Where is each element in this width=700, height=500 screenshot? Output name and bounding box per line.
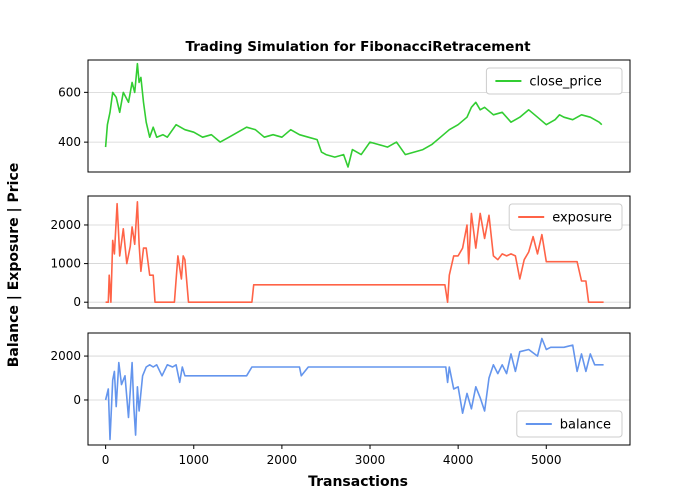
series-line-close_price (104, 62, 603, 168)
x-tick-label: 1000 (178, 453, 209, 467)
y-tick-label: 2000 (50, 218, 81, 232)
chart-title: Trading Simulation for FibonacciRetracem… (185, 39, 531, 55)
y-tick-label: 0 (73, 295, 81, 309)
y-tick-label: 600 (58, 85, 81, 99)
legend-box (508, 203, 623, 231)
y-tick-label: 1000 (50, 257, 81, 271)
plot-frame (87, 195, 631, 309)
y-tick-label: 0 (73, 393, 81, 407)
legend: close_price (485, 67, 623, 95)
chart-panels: 400 600 close_price 0 1000 2000 exposure 0 2000 b… (50, 59, 631, 467)
legend-label: close_price (529, 75, 601, 90)
x-tick-label: 5000 (531, 453, 562, 467)
legend: balance (516, 410, 623, 438)
y-tick-label: 2000 (50, 349, 81, 363)
series-line-balance (104, 337, 604, 441)
panel-exposure: 0 1000 2000 exposure (50, 195, 631, 309)
x-tick-label: 3000 (355, 453, 386, 467)
x-tick-label: 0 (102, 453, 110, 467)
legend-box (516, 410, 623, 438)
legend-label: balance (560, 418, 611, 433)
legend-label: exposure (552, 211, 612, 226)
series-line-exposure (105, 201, 604, 304)
legend: exposure (508, 203, 623, 231)
y-tick-label: 400 (58, 135, 81, 149)
x-tick-label: 2000 (267, 453, 298, 467)
panel-balance: 0 2000 balance 0 1000 2000 3000 4000 5000 (50, 332, 631, 467)
y-axis-label: Balance | Exposure | Price (6, 163, 22, 368)
plot-frame (87, 332, 631, 446)
x-axis-label: Transactions (308, 474, 408, 490)
panel-close_price: 400 600 close_price (58, 59, 631, 173)
plot-frame (87, 59, 631, 173)
legend-box (485, 67, 623, 95)
x-tick-label: 4000 (443, 453, 474, 467)
